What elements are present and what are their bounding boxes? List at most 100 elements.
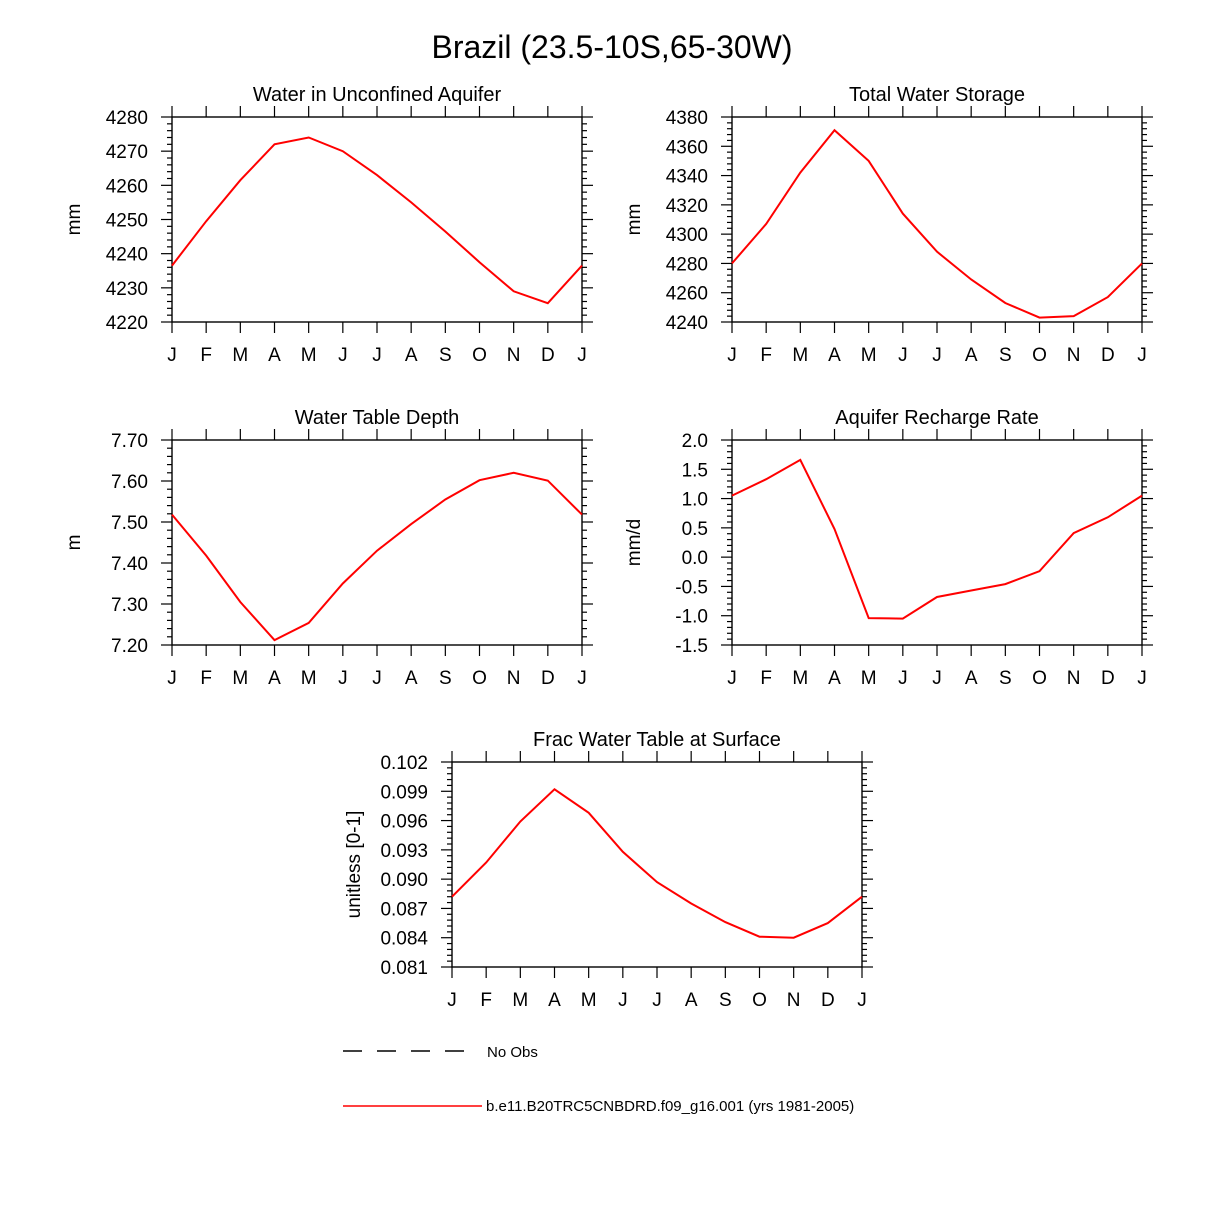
total-water-storage-x-tick-label: F [760, 345, 772, 366]
total-water-storage-x-tick-label: J [898, 345, 908, 366]
frac-water-table-at-surface-x-tick-label: F [480, 990, 492, 1011]
aquifer-recharge-rate-x-tick-label: D [1101, 668, 1115, 689]
water-in-unconfined-aquifer-x-tick-label: F [200, 345, 212, 366]
legend-entry-model-run: b.e11.B20TRC5CNBDRD.f09_g16.001 (yrs 198… [343, 1098, 854, 1115]
frac-water-table-at-surface-y-tick-label: 0.093 [380, 841, 428, 862]
aquifer-recharge-rate-x-tick-label: J [932, 668, 942, 689]
aquifer-recharge-rate-y-tick-label: -1.5 [675, 636, 708, 657]
total-water-storage-x-tick-label: J [727, 345, 737, 366]
water-in-unconfined-aquifer-x-tick-label: A [405, 345, 418, 366]
total-water-storage-x-tick-label: J [1137, 345, 1147, 366]
water-table-depth-x-tick-label: M [232, 668, 248, 689]
aquifer-recharge-rate-x-tick-label: J [727, 668, 737, 689]
water-in-unconfined-aquifer-x-tick-label: M [301, 345, 317, 366]
water-in-unconfined-aquifer-y-tick-label: 4240 [106, 245, 148, 266]
water-in-unconfined-aquifer-y-tick-label: 4270 [106, 142, 148, 163]
water-table-depth-x-tick-label: J [167, 668, 177, 689]
aquifer-recharge-rate-x-tick-label: A [965, 668, 978, 689]
water-table-depth-x-tick-label: S [439, 668, 452, 689]
water-in-unconfined-aquifer-series-line [171, 136, 583, 305]
water-table-depth-x-tick-label: A [268, 668, 281, 689]
water-table-depth-x-tick-label: D [541, 668, 555, 689]
water-in-unconfined-aquifer-plot-frame [171, 116, 583, 323]
total-water-storage-y-ticks: 4240 4260 4280 4300 4320 4340 4360 4380 [666, 108, 1153, 334]
frac-water-table-at-surface-x-tick-label: M [512, 990, 528, 1011]
water-in-unconfined-aquifer-x-tick-label: D [541, 345, 555, 366]
frac-water-table-at-surface-plot-frame [451, 761, 863, 968]
frac-water-table-at-surface-x-tick-label: D [821, 990, 835, 1011]
legend-label-no-obs: No Obs [487, 1044, 538, 1061]
total-water-storage-ylabel: mm [624, 204, 645, 236]
total-water-storage-plot-frame [731, 116, 1143, 323]
total-water-storage-x-tick-label: D [1101, 345, 1115, 366]
water-table-depth-x-tick-label: J [372, 668, 382, 689]
aquifer-recharge-rate-y-tick-label: 1.0 [682, 490, 708, 511]
total-water-storage-y-tick-label: 4260 [666, 284, 708, 305]
figure-title: Brazil (23.5-10S,65-30W) [431, 29, 792, 65]
water-in-unconfined-aquifer-y-ticks: 4220 4230 4240 4250 4260 4270 4280 [106, 108, 593, 334]
legend: No Obs b.e11.B20TRC5CNBDRD.f09_g16.001 (… [343, 1044, 854, 1115]
water-table-depth-x-tick-label: O [472, 668, 487, 689]
legend-label-model-run: b.e11.B20TRC5CNBDRD.f09_g16.001 (yrs 198… [486, 1098, 854, 1115]
water-in-unconfined-aquifer-x-tick-label: A [268, 345, 281, 366]
water-in-unconfined-aquifer-x-tick-label: S [439, 345, 452, 366]
water-table-depth-y-tick-label: 7.60 [111, 472, 148, 493]
water-in-unconfined-aquifer-x-tick-label: J [372, 345, 382, 366]
water-table-depth-x-tick-label: F [200, 668, 212, 689]
total-water-storage-x-tick-label: A [965, 345, 978, 366]
frac-water-table-at-surface-y-tick-label: 0.084 [380, 929, 428, 950]
total-water-storage-y-tick-label: 4340 [666, 167, 708, 188]
frac-water-table-at-surface-y-tick-label: 0.099 [380, 782, 428, 803]
water-in-unconfined-aquifer-y-tick-label: 4280 [106, 108, 148, 129]
total-water-storage-y-tick-label: 4360 [666, 137, 708, 158]
aquifer-recharge-rate-y-tick-label: 1.5 [682, 460, 708, 481]
water-table-depth-x-tick-label: J [338, 668, 348, 689]
frac-water-table-at-surface-y-tick-label: 0.102 [380, 753, 428, 774]
total-water-storage-y-tick-label: 4380 [666, 108, 708, 129]
water-table-depth-x-tick-label: J [577, 668, 587, 689]
water-in-unconfined-aquifer-ylabel: mm [64, 204, 85, 236]
frac-water-table-at-surface-y-ticks: 0.081 0.084 0.087 0.090 0.093 0.096 0.099 0.102 [380, 753, 873, 979]
water-in-unconfined-aquifer-y-tick-label: 4260 [106, 176, 148, 197]
aquifer-recharge-rate-series-line [731, 458, 1143, 620]
aquifer-recharge-rate-x-tick-label: J [1137, 668, 1147, 689]
water-table-depth-x-tick-label: A [405, 668, 418, 689]
total-water-storage-x-tick-label: J [932, 345, 942, 366]
water-table-depth-y-tick-label: 7.70 [111, 431, 148, 452]
total-water-storage-x-tick-label: M [861, 345, 877, 366]
water-table-depth-title: Water Table Depth [295, 407, 460, 429]
frac-water-table-at-surface-x-tick-label: M [581, 990, 597, 1011]
total-water-storage-series-line [731, 128, 1143, 319]
total-water-storage-y-tick-label: 4300 [666, 225, 708, 246]
total-water-storage-x-tick-label: M [792, 345, 808, 366]
total-water-storage-x-tick-label: A [828, 345, 841, 366]
water-in-unconfined-aquifer-y-tick-label: 4220 [106, 313, 148, 334]
total-water-storage-x-tick-label: N [1067, 345, 1081, 366]
water-in-unconfined-aquifer-y-tick-label: 4230 [106, 279, 148, 300]
panel-frac-water-table-at-surface: Frac Water Table at Surface unitless [0-1… [344, 729, 873, 1011]
water-in-unconfined-aquifer-x-tick-label: J [577, 345, 587, 366]
total-water-storage-x-tick-label: O [1032, 345, 1047, 366]
aquifer-recharge-rate-x-tick-label: M [792, 668, 808, 689]
frac-water-table-at-surface-y-tick-label: 0.087 [380, 899, 428, 920]
frac-water-table-at-surface-x-tick-label: S [719, 990, 732, 1011]
frac-water-table-at-surface-x-tick-label: J [652, 990, 662, 1011]
aquifer-recharge-rate-x-tick-label: O [1032, 668, 1047, 689]
water-in-unconfined-aquifer-x-tick-label: M [232, 345, 248, 366]
aquifer-recharge-rate-title: Aquifer Recharge Rate [835, 407, 1038, 429]
total-water-storage-y-tick-label: 4280 [666, 254, 708, 275]
aquifer-recharge-rate-y-tick-label: 2.0 [682, 431, 708, 452]
water-in-unconfined-aquifer-title: Water in Unconfined Aquifer [253, 84, 502, 106]
water-table-depth-y-tick-label: 7.20 [111, 636, 148, 657]
water-table-depth-y-tick-label: 7.50 [111, 513, 148, 534]
aquifer-recharge-rate-y-tick-label: 0.0 [682, 548, 708, 569]
aquifer-recharge-rate-x-tick-label: N [1067, 668, 1081, 689]
frac-water-table-at-surface-y-tick-label: 0.081 [380, 958, 428, 979]
